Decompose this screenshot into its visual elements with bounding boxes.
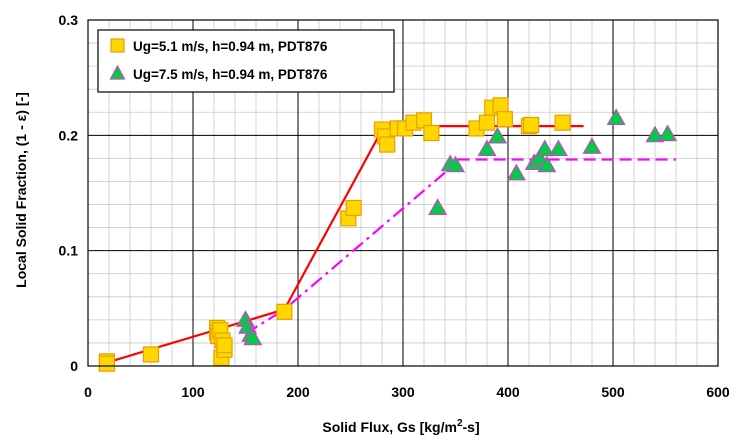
legend: Ug=5.1 m/s, h=0.94 m, PDT876 Ug=7.5 m/s,… (97, 29, 395, 93)
data-point-triangle (606, 108, 626, 126)
legend-entry-1: Ug=5.1 m/s, h=0.94 m, PDT876 (110, 38, 328, 54)
data-point-triangle (477, 139, 497, 157)
legend-box (97, 29, 395, 93)
data-point-triangle (537, 155, 557, 173)
x-axis-title-sup: 2 (457, 418, 463, 429)
major-grid (88, 20, 718, 366)
data-point-square (496, 111, 513, 128)
legend-entry-2: Ug=7.5 m/s, h=0.94 m, PDT876 (109, 64, 328, 82)
data-point-triangle (428, 198, 448, 215)
data-point-square (379, 136, 396, 153)
legend-label-1: Ug=5.1 m/s, h=0.94 m, PDT876 (133, 39, 328, 54)
data-point-triangle (487, 126, 508, 144)
x-tick-label: 500 (601, 384, 625, 400)
data-point-square (554, 114, 571, 131)
x-tick-label: 300 (391, 384, 415, 400)
data-point-square (492, 97, 509, 114)
data-point-square (98, 355, 116, 372)
y-tick-label: 0.2 (59, 127, 79, 143)
x-axis-title: Solid Flux, Gs [kg/m2-s] (322, 418, 479, 435)
data-markers (98, 97, 678, 372)
x-tick-label: 200 (286, 384, 310, 400)
data-point-triangle (506, 163, 526, 181)
data-point-square (522, 116, 540, 134)
legend-triangle-marker (109, 64, 126, 80)
data-point-triangle (658, 124, 678, 142)
y-tick-labels: 0 0.1 0.2 0.3 (59, 12, 79, 374)
data-point-square (276, 303, 293, 320)
data-point-square (478, 114, 496, 131)
data-point-square (423, 124, 440, 142)
data-point-triangle (548, 139, 568, 157)
data-point-triangle (645, 125, 665, 143)
data-point-triangle (535, 139, 555, 157)
data-point-triangle (445, 155, 466, 173)
x-tick-label: 0 (84, 384, 92, 400)
x-tick-labels: 0 100 200 300 400 500 600 (84, 384, 730, 400)
legend-label-2: Ug=7.5 m/s, h=0.94 m, PDT876 (133, 67, 328, 82)
data-point-square (345, 199, 362, 217)
x-tick-label: 100 (181, 384, 205, 400)
x-axis-title-suffix: -s] (463, 419, 480, 435)
y-tick-label: 0.3 (59, 12, 79, 28)
plot-frame (87, 19, 719, 367)
x-axis-title-prefix: Solid Flux, Gs [kg/m (322, 419, 457, 435)
data-point-square (216, 337, 233, 354)
data-point-square (142, 346, 160, 363)
fit-line-solid (106, 125, 584, 364)
y-axis-title: Local Solid Fraction, (1 - ε) [-] (13, 92, 29, 288)
data-point-triangle (243, 328, 263, 346)
fit-lines (106, 125, 676, 364)
x-tick-label: 400 (496, 384, 520, 400)
data-point-triangle (582, 137, 602, 154)
y-tick-label: 0.1 (59, 243, 79, 259)
fit-line-dash-dot (244, 161, 459, 335)
y-tick-label: 0 (70, 358, 78, 374)
x-tick-label: 600 (706, 384, 730, 400)
legend-square-marker (110, 38, 125, 53)
